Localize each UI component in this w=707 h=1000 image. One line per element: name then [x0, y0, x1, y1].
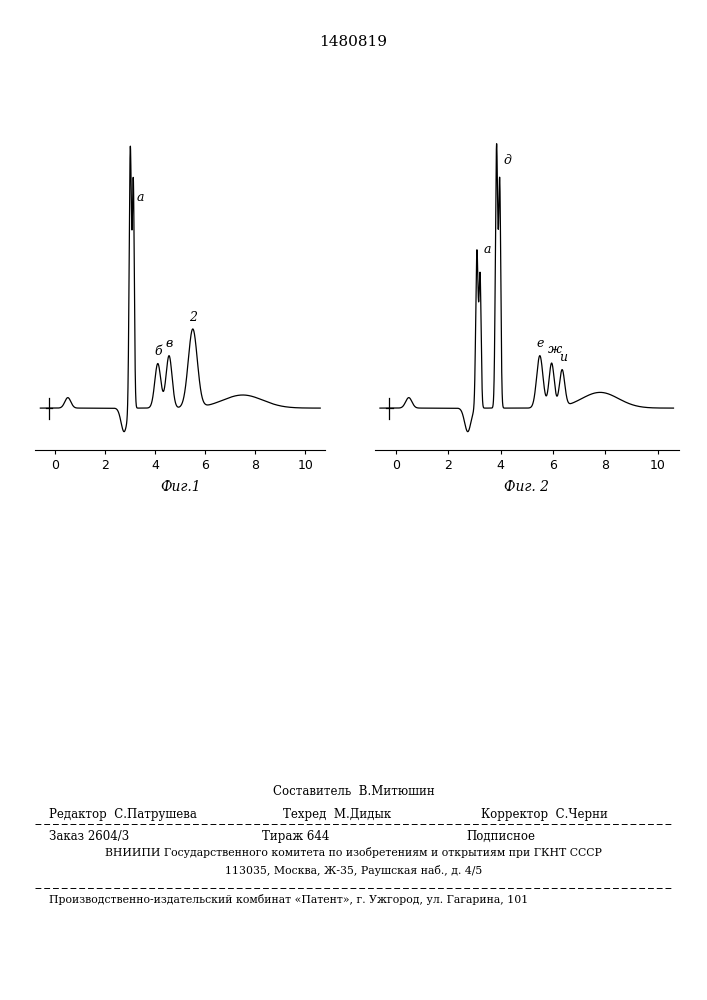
- Text: Заказ 2604/3: Заказ 2604/3: [49, 830, 130, 843]
- Text: ВНИИПИ Государственного комитета по изобретениям и открытиям при ГКНТ СССР: ВНИИПИ Государственного комитета по изоб…: [105, 847, 602, 858]
- Text: Техред  М.Дидык: Техред М.Дидык: [283, 808, 391, 821]
- Text: а: а: [484, 243, 491, 256]
- Text: Подписное: Подписное: [467, 830, 536, 843]
- Text: и: и: [559, 351, 567, 364]
- X-axis label: Фиг. 2: Фиг. 2: [504, 480, 549, 494]
- Text: б: б: [154, 345, 162, 358]
- Text: Производственно-издательский комбинат «Патент», г. Ужгород, ул. Гагарина, 101: Производственно-издательский комбинат «П…: [49, 894, 529, 905]
- Text: в: в: [165, 337, 173, 350]
- Text: Редактор  С.Патрушева: Редактор С.Патрушева: [49, 808, 197, 821]
- Text: 113035, Москва, Ж-35, Раушская наб., д. 4/5: 113035, Москва, Ж-35, Раушская наб., д. …: [225, 865, 482, 876]
- X-axis label: Фиг.1: Фиг.1: [160, 480, 201, 494]
- Text: 1480819: 1480819: [320, 35, 387, 49]
- Text: Тираж 644: Тираж 644: [262, 830, 329, 843]
- Text: 2: 2: [189, 311, 197, 324]
- Text: д: д: [503, 154, 511, 167]
- Text: а: а: [136, 191, 144, 204]
- Text: ж: ж: [548, 343, 563, 356]
- Text: Составитель  В.Митюшин: Составитель В.Митюшин: [273, 785, 434, 798]
- Text: е: е: [537, 337, 544, 350]
- Text: Корректор  С.Черни: Корректор С.Черни: [481, 808, 607, 821]
